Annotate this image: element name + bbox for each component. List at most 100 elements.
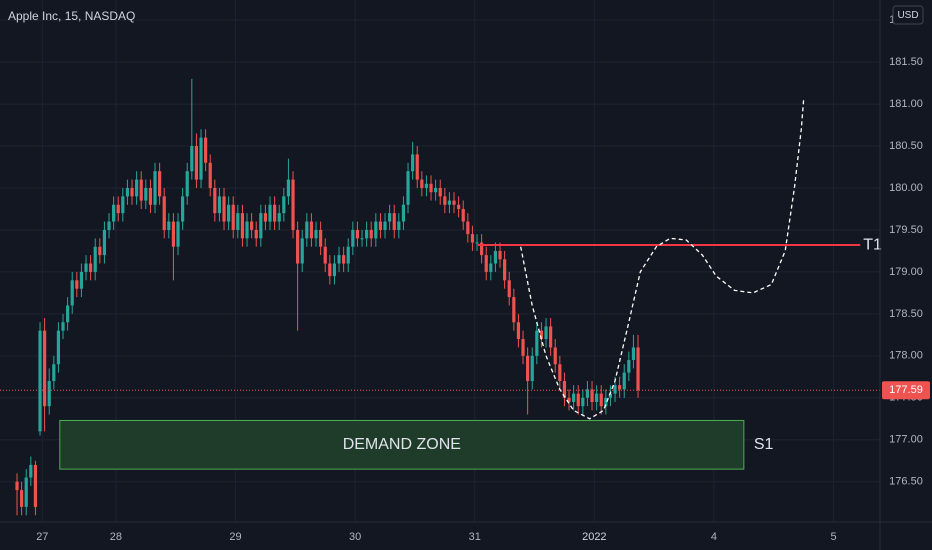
x-tick-label: 27 bbox=[36, 531, 48, 543]
candle-body bbox=[475, 242, 479, 244]
candle-body bbox=[231, 204, 235, 230]
last-price-box bbox=[882, 381, 930, 400]
candle-body bbox=[273, 204, 277, 222]
currency-box[interactable] bbox=[892, 5, 924, 25]
x-tick-label: 4 bbox=[711, 531, 717, 543]
candle-body bbox=[549, 326, 553, 348]
candle-body bbox=[608, 393, 613, 398]
candle-body bbox=[576, 393, 580, 407]
support-label: S1 bbox=[754, 436, 774, 453]
candle-body bbox=[553, 347, 557, 365]
x-tick-label: 5 bbox=[830, 531, 836, 543]
candle-body bbox=[29, 464, 33, 478]
y-tick-label: 181.50 bbox=[889, 56, 923, 68]
candle-body bbox=[438, 187, 442, 197]
candle-body bbox=[562, 381, 567, 398]
candle-body bbox=[627, 360, 631, 373]
candle-body bbox=[447, 200, 452, 205]
candle-body bbox=[213, 187, 217, 214]
candle-body bbox=[194, 146, 199, 180]
candle-body bbox=[461, 208, 465, 222]
candle-body bbox=[162, 196, 166, 230]
candle-body bbox=[121, 196, 125, 214]
candle-body bbox=[521, 339, 525, 356]
candle-body bbox=[204, 137, 208, 163]
candle-body bbox=[286, 179, 291, 197]
chart-title: Apple Inc, 15, NASDAQ bbox=[8, 9, 135, 23]
candle-body bbox=[567, 397, 571, 402]
candle-body bbox=[572, 393, 576, 402]
candle-body bbox=[420, 179, 424, 188]
candle-body bbox=[52, 364, 56, 382]
x-tick-label: 28 bbox=[110, 531, 122, 543]
candle-body bbox=[401, 204, 406, 222]
candle-body bbox=[526, 355, 530, 382]
candle-body bbox=[79, 271, 84, 289]
candle-body bbox=[222, 196, 226, 222]
candle-body bbox=[43, 330, 47, 407]
candle-body bbox=[190, 146, 194, 172]
candle-body bbox=[622, 372, 626, 390]
candle-body bbox=[309, 221, 314, 239]
candle-body bbox=[98, 246, 102, 256]
candle-body bbox=[93, 246, 97, 272]
candle-body bbox=[397, 221, 401, 230]
candle-body bbox=[323, 246, 327, 264]
candle-body bbox=[148, 187, 153, 205]
candle-body bbox=[539, 330, 544, 340]
candle-body bbox=[388, 213, 392, 222]
candle-body bbox=[558, 364, 562, 382]
candle-body bbox=[291, 179, 295, 230]
candle-body bbox=[346, 246, 350, 264]
demand-zone bbox=[59, 419, 745, 470]
axes: 176.50177.00177.50178.00178.50179.00179.… bbox=[36, 14, 930, 543]
candle-body bbox=[89, 263, 93, 272]
y-tick-label: 179.50 bbox=[889, 224, 923, 236]
candle-body bbox=[38, 330, 42, 432]
candle-body bbox=[167, 221, 171, 230]
candle-body bbox=[250, 221, 254, 230]
candle-body bbox=[84, 263, 88, 272]
candle-body bbox=[406, 171, 410, 205]
candle-body bbox=[300, 238, 304, 264]
candle-body bbox=[171, 221, 176, 247]
candle-body bbox=[268, 204, 272, 222]
candle-body bbox=[590, 389, 594, 402]
candle-body bbox=[245, 221, 249, 239]
candle-body bbox=[305, 221, 309, 239]
candle-body bbox=[259, 213, 263, 239]
candle-body bbox=[599, 393, 603, 407]
candle-body bbox=[102, 229, 107, 256]
candle-body bbox=[236, 213, 240, 230]
demand-zone-label: DEMAND ZONE bbox=[343, 436, 461, 453]
candle-body bbox=[415, 154, 419, 180]
candle-body bbox=[282, 196, 286, 214]
candle-body bbox=[374, 221, 378, 239]
candle-body bbox=[116, 204, 120, 214]
candle-body bbox=[452, 200, 456, 205]
candle-body bbox=[107, 221, 111, 230]
overlay: T1 bbox=[0, 99, 882, 420]
candle-body bbox=[130, 187, 134, 197]
candle-body bbox=[66, 305, 70, 323]
candle-body bbox=[604, 397, 608, 407]
candle-body bbox=[153, 171, 157, 205]
candle-body bbox=[332, 263, 337, 277]
candle-body bbox=[507, 280, 511, 298]
y-tick-label: 181.00 bbox=[889, 98, 923, 110]
candle-body bbox=[595, 393, 599, 402]
candle-body bbox=[144, 187, 148, 201]
y-tick-label: 180.00 bbox=[889, 182, 923, 194]
candle-body bbox=[337, 255, 341, 264]
candle-body bbox=[314, 229, 318, 239]
candle-body bbox=[263, 213, 268, 222]
candle-body bbox=[424, 183, 429, 188]
x-tick-label: 2022 bbox=[582, 531, 606, 543]
candle-body bbox=[512, 297, 516, 323]
candle-body bbox=[636, 347, 640, 391]
currency-label[interactable]: USD bbox=[897, 10, 918, 21]
candle-body bbox=[199, 137, 203, 180]
candle-body bbox=[466, 221, 470, 235]
candle-body bbox=[581, 397, 585, 407]
